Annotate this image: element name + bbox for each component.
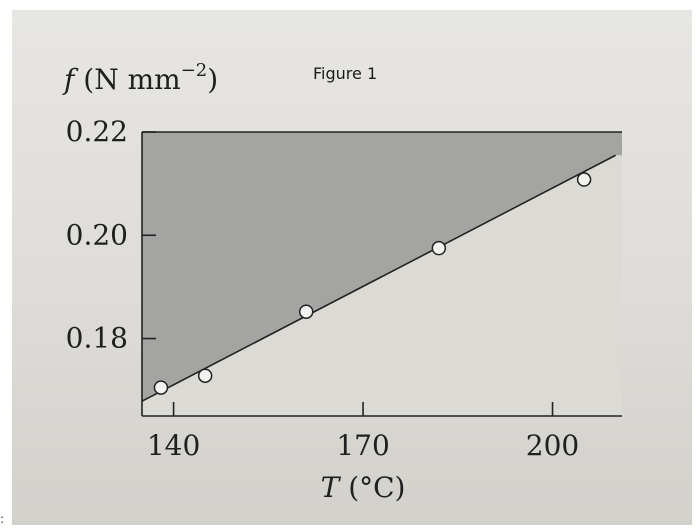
edge-mark: : — [0, 512, 5, 526]
y-axis-close: ) — [207, 63, 218, 96]
x-axis-units: (°C) — [348, 471, 405, 504]
data-point — [197, 368, 213, 383]
y-tick-label: 0.18 — [66, 322, 128, 355]
shaded-region — [142, 132, 622, 402]
x-tick-label: 140 — [147, 429, 200, 462]
y-tick-label: 0.20 — [66, 218, 128, 251]
data-point — [298, 304, 314, 319]
y-axis-symbol: f — [62, 63, 83, 96]
x-tick-label: 200 — [526, 429, 579, 462]
data-point — [431, 240, 447, 256]
y-axis-units: (N mm — [83, 63, 180, 96]
x-tick-label: 170 — [336, 429, 389, 462]
fit-line — [141, 154, 617, 402]
y-tick-label: 0.22 — [66, 115, 128, 148]
data-point — [576, 172, 592, 187]
x-axis-symbol: T — [321, 471, 349, 504]
y-axis-label: f (N mm−2) — [62, 60, 218, 96]
y-axis-exponent: −2 — [181, 60, 208, 81]
figure-label: Figure 1 — [313, 64, 378, 83]
data-point — [153, 380, 169, 395]
x-axis-label: T (°C) — [321, 471, 406, 504]
